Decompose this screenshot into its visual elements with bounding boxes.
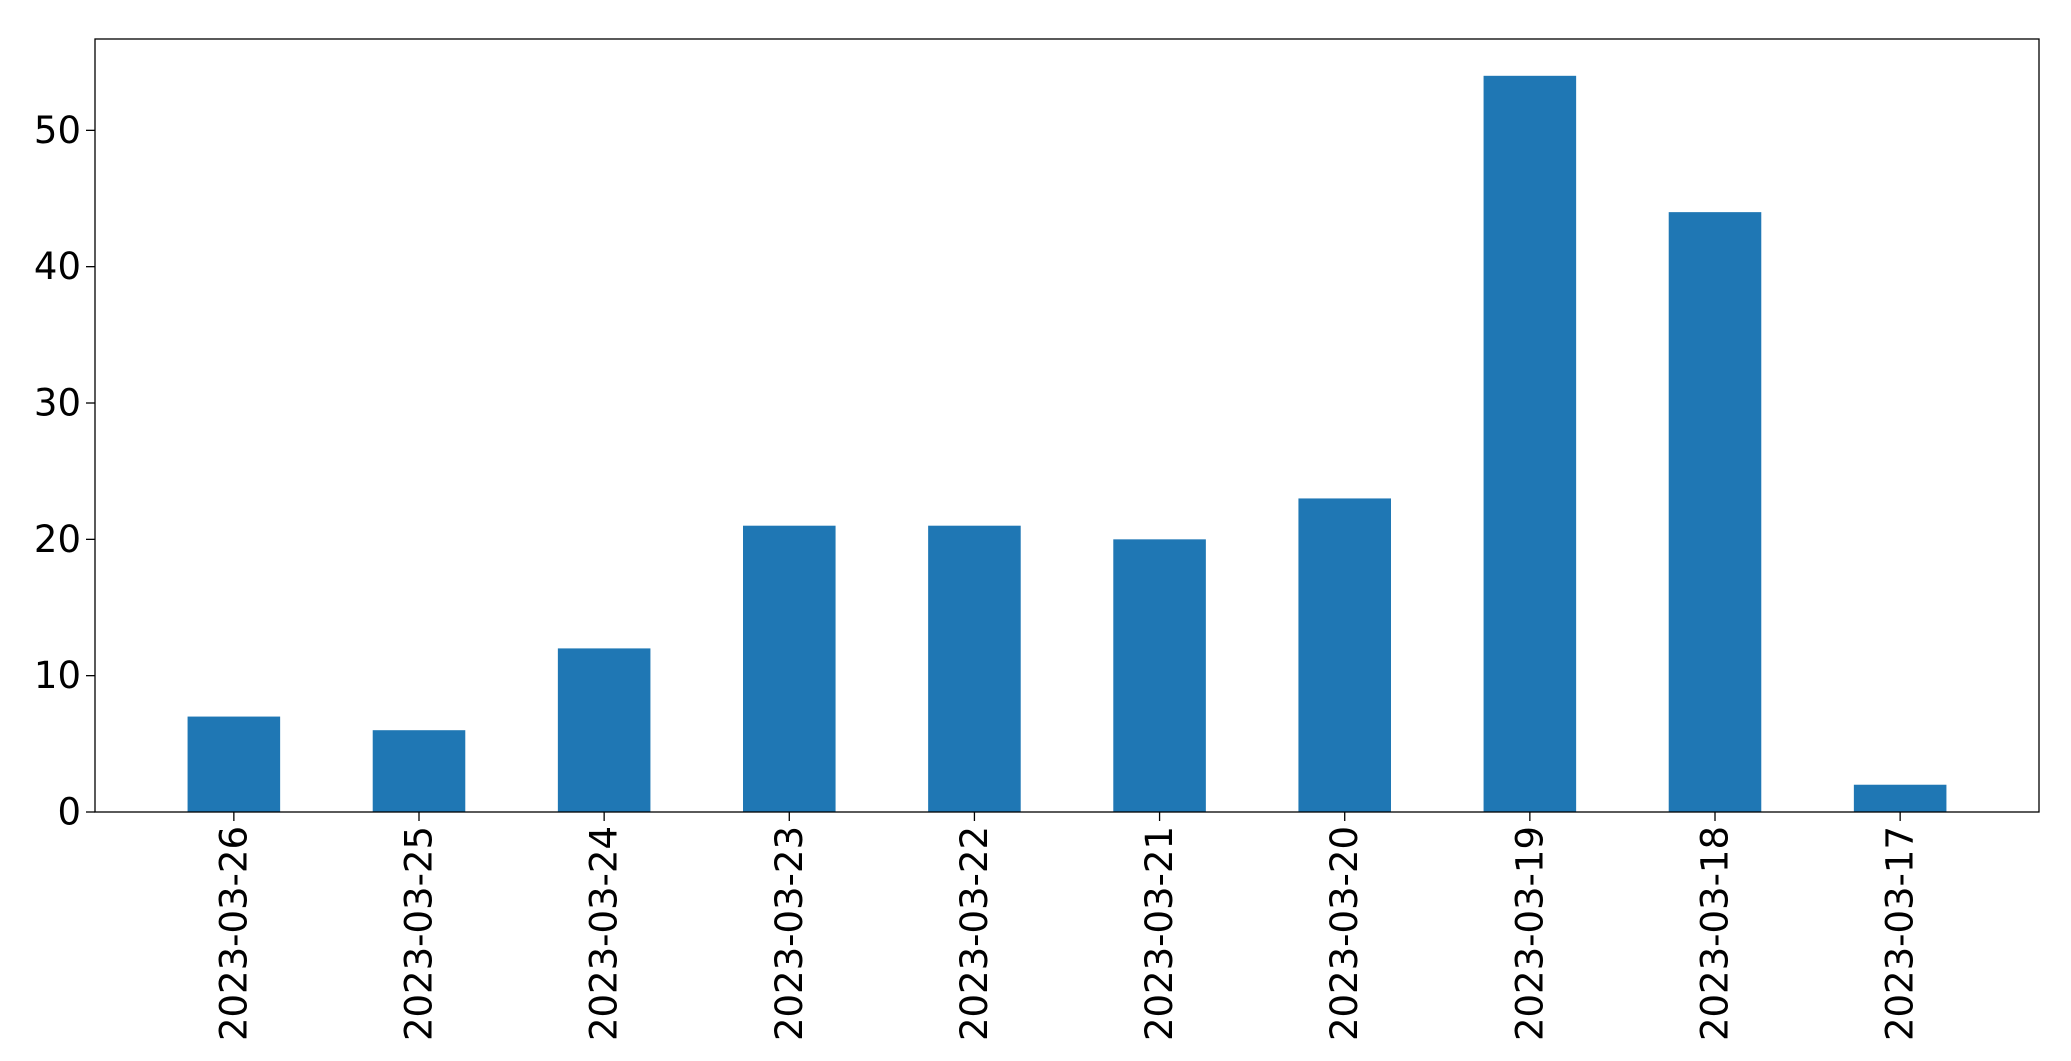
bar-2023-03-22	[928, 525, 1021, 812]
bar-2023-03-26	[187, 716, 281, 812]
x-tick-label: 2023-03-21	[1138, 826, 1181, 1041]
bars-layer	[187, 75, 1947, 812]
bar-2023-03-19	[1483, 75, 1577, 812]
x-tick-label: 2023-03-26	[212, 826, 255, 1041]
y-tick-label: 20	[34, 518, 81, 561]
ticks-layer: 2023-03-26 2023-03-25 2023-03-24 2023-03-23…	[34, 109, 1922, 1041]
y-tick-label: 40	[34, 245, 81, 288]
bar-2023-03-21	[1113, 539, 1206, 812]
x-tick-label: 2023-03-17	[1879, 826, 1922, 1041]
bar-2023-03-17	[1853, 784, 1947, 812]
y-tick-label: 30	[34, 382, 81, 425]
bar-2023-03-25	[372, 730, 466, 812]
y-tick-label: 0	[57, 791, 81, 834]
x-tick-label: 2023-03-20	[1323, 826, 1366, 1041]
y-tick-label: 50	[34, 109, 81, 152]
x-tick-label: 2023-03-23	[768, 826, 811, 1041]
x-tick-label: 2023-03-24	[583, 826, 626, 1041]
x-tick-label: 2023-03-25	[398, 826, 441, 1041]
x-tick-label: 2023-03-18	[1694, 826, 1737, 1041]
x-tick-label: 2023-03-19	[1508, 826, 1551, 1041]
bar-2023-03-20	[1298, 498, 1391, 812]
bar-2023-03-18	[1668, 212, 1762, 812]
bar-2023-03-24	[557, 648, 651, 812]
plot-area-frame	[94, 38, 2040, 813]
bar-2023-03-23	[743, 525, 836, 812]
x-tick-label: 2023-03-22	[953, 826, 996, 1041]
y-tick-label: 10	[34, 654, 81, 697]
